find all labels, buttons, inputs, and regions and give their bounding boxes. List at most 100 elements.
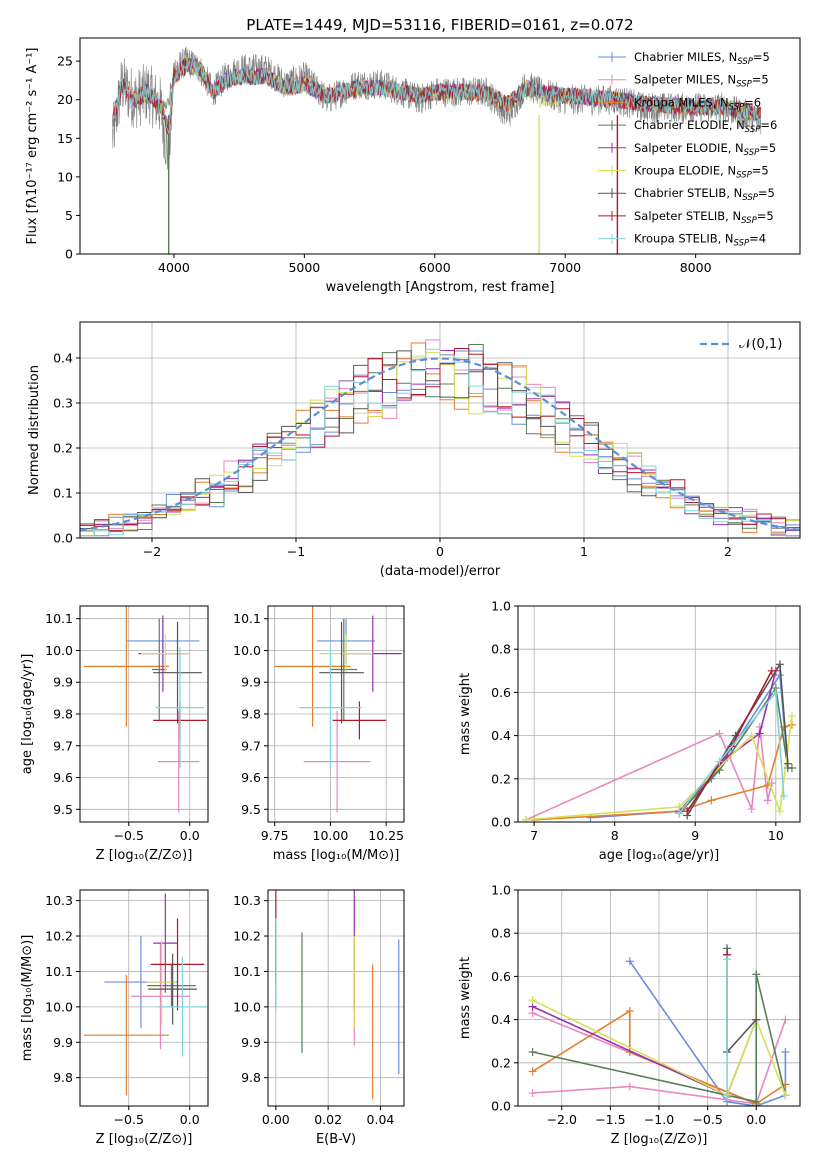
x-tick-label: 8000 bbox=[680, 260, 712, 275]
data-point-marker bbox=[767, 666, 776, 675]
y-tick-label: 10.1 bbox=[45, 611, 73, 626]
axes-frame bbox=[79, 37, 801, 255]
data-point-marker bbox=[723, 955, 732, 964]
y-tick-label: 0.2 bbox=[491, 1055, 511, 1070]
legend-label: Salpeter MILES, NSSP=5 bbox=[634, 73, 769, 90]
weight_vs_Z-panel: −2.0 −1.5 −1.0 −0.5 0.0 0.0 0.2 0.4 0.6 0.8 1.0 Z [… bbox=[458, 883, 801, 1147]
data-point-marker bbox=[779, 792, 788, 801]
x-tick-label: 9 bbox=[691, 828, 699, 843]
data-point-marker bbox=[522, 815, 531, 822]
y-tick-label: 9.9 bbox=[53, 675, 73, 690]
residuals-plot-area bbox=[80, 339, 800, 538]
data-point-marker bbox=[771, 688, 780, 697]
x-tick-label: 0.04 bbox=[367, 1112, 395, 1127]
x-tick-label: −1.0 bbox=[644, 1112, 674, 1127]
y-tick-label: 0.6 bbox=[491, 969, 511, 984]
data-point-marker bbox=[723, 1093, 732, 1102]
axes-frame bbox=[79, 321, 801, 539]
x-axis-label: mass [log₁₀(M/M⊙)] bbox=[273, 848, 400, 863]
data-point-marker bbox=[625, 1082, 634, 1091]
x-tick-label: 0.00 bbox=[262, 1112, 290, 1127]
mass-weight-line bbox=[678, 690, 785, 814]
x-axis-label: Z [log₁₀(Z/Z⊙)] bbox=[96, 848, 193, 863]
x-tick-label: −0.5 bbox=[692, 1112, 722, 1127]
spectrum-panel: PLATE=1449, MJD=53116, FIBERID=0161, z=0… bbox=[25, 16, 801, 295]
y-tick-label: 15 bbox=[57, 131, 73, 146]
y-tick-label: 9.5 bbox=[53, 802, 73, 817]
y-tick-label: 0.6 bbox=[491, 685, 511, 700]
legend-label: Salpeter STELIB, NSSP=5 bbox=[634, 209, 774, 226]
y-axis-label: mass [log₁₀(M/M⊙)] bbox=[20, 935, 35, 1062]
y-axis-label: Flux [fλ10⁻¹⁷ erg cm⁻² s⁻¹ A⁻¹] bbox=[25, 48, 40, 245]
data-point-marker bbox=[787, 764, 796, 772]
y-tick-label: 0.1 bbox=[53, 486, 73, 501]
data-point-marker bbox=[781, 1048, 790, 1056]
age_vs_mass-panel: 9.75 10.00 10.25 9.5 9.6 9.7 9.8 9.9 10.0 10.1 mas… bbox=[233, 605, 405, 863]
y-tick-label: 0.4 bbox=[491, 1012, 511, 1027]
data-point-marker bbox=[752, 1015, 761, 1024]
x-tick-label: −1.5 bbox=[595, 1112, 625, 1127]
mass-weight-line bbox=[532, 974, 787, 1103]
y-tick-label: 20 bbox=[57, 92, 73, 107]
data-point-marker bbox=[787, 712, 796, 721]
y-axis-label: mass weight bbox=[458, 957, 473, 1039]
y-tick-label: 10.3 bbox=[45, 893, 73, 908]
x-tick-label: 4000 bbox=[158, 260, 190, 275]
mass-weight-line bbox=[532, 999, 787, 1097]
legend-label: Kroupa ELODIE, NSSP=5 bbox=[634, 164, 769, 181]
data-point-marker bbox=[775, 660, 784, 669]
data-point-marker bbox=[715, 757, 724, 766]
chart-title: PLATE=1449, MJD=53116, FIBERID=0161, z=0… bbox=[246, 16, 633, 34]
y-tick-label: 0.2 bbox=[491, 771, 511, 786]
spectrum-plot-area bbox=[112, 46, 762, 254]
x-tick-label: 0.0 bbox=[746, 1112, 766, 1127]
y-tick-label: 10.0 bbox=[233, 999, 261, 1014]
x-tick-label: −2 bbox=[143, 544, 161, 559]
y-tick-label: 9.8 bbox=[241, 1070, 261, 1085]
x-tick-label: −0.5 bbox=[114, 828, 144, 843]
mass_vs_Z-panel: −0.5 0.0 9.8 9.9 10.0 10.1 10.2 10.3 Z [log₁₀(Z/… bbox=[20, 889, 209, 1147]
x-tick-label: −1 bbox=[287, 544, 305, 559]
data-point-marker bbox=[755, 729, 764, 738]
y-tick-label: 0.0 bbox=[53, 531, 73, 546]
x-tick-label: 0.0 bbox=[180, 1112, 200, 1127]
y-tick-label: 9.7 bbox=[241, 738, 261, 753]
y-tick-label: 0 bbox=[65, 247, 73, 262]
x-tick-label: 0 bbox=[436, 544, 444, 559]
legend-label: Chabrier ELODIE, NSSP=6 bbox=[634, 118, 777, 135]
y-tick-label: 1.0 bbox=[491, 599, 511, 614]
age_vs_mass-plot-area bbox=[274, 606, 402, 813]
x-tick-label: 2 bbox=[724, 544, 732, 559]
y-tick-label: 9.5 bbox=[241, 802, 261, 817]
x-tick-label: −2.0 bbox=[547, 1112, 577, 1127]
x-axis-label: age [log₁₀(age/yr)] bbox=[599, 848, 720, 863]
y-axis-label: Normed distribution bbox=[27, 365, 42, 495]
y-tick-label: 9.8 bbox=[53, 1070, 73, 1085]
spectrum-legend: Chabrier MILES, NSSP=5 Salpeter MILES, NS… bbox=[598, 50, 777, 249]
y-tick-label: 0.2 bbox=[53, 441, 73, 456]
legend-label: Chabrier STELIB, NSSP=5 bbox=[634, 186, 775, 203]
y-tick-label: 10.1 bbox=[233, 611, 261, 626]
y-tick-label: 9.7 bbox=[53, 738, 73, 753]
y-tick-label: 10.3 bbox=[233, 893, 261, 908]
y-tick-label: 10.2 bbox=[45, 929, 73, 944]
y-tick-label: 0.3 bbox=[53, 396, 73, 411]
y-tick-label: 10.2 bbox=[233, 929, 261, 944]
data-point-marker bbox=[675, 809, 684, 818]
mass_vs_ebv-plot-area bbox=[275, 890, 400, 1099]
y-tick-label: 1.0 bbox=[491, 883, 511, 898]
y-tick-label: 25 bbox=[57, 54, 73, 69]
x-tick-label: 0.0 bbox=[180, 828, 200, 843]
x-tick-label: 6000 bbox=[419, 260, 451, 275]
residuals-legend: 𝒩(0,1) bbox=[700, 337, 782, 352]
data-point-marker bbox=[747, 731, 756, 740]
mass_vs_ebv-panel: 0.00 0.02 0.04 9.8 9.9 10.0 10.1 10.2 10.3 E(B-V) bbox=[233, 889, 405, 1147]
x-tick-label: 0.02 bbox=[314, 1112, 342, 1127]
x-axis-label: E(B-V) bbox=[316, 1132, 356, 1147]
mass-weight-line bbox=[525, 726, 773, 821]
legend-label: Kroupa MILES, NSSP=6 bbox=[634, 95, 761, 112]
data-point-marker bbox=[528, 996, 537, 1005]
x-tick-label: 10 bbox=[768, 828, 784, 843]
mass_vs_Z-plot-area bbox=[83, 893, 207, 1096]
axes-frame bbox=[79, 605, 209, 823]
